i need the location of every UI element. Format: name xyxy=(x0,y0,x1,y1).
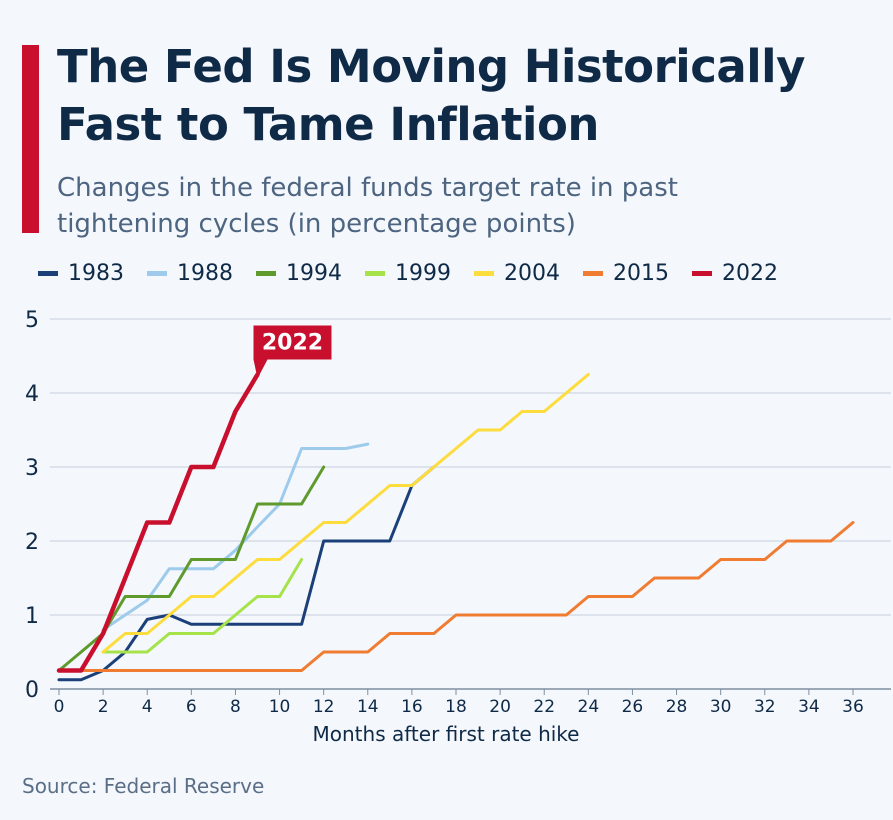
legend-swatch-2004 xyxy=(474,270,494,276)
legend-item-1994: 1994 xyxy=(256,261,342,286)
series-line-1988 xyxy=(101,442,370,632)
y-tick-label-3: 3 xyxy=(25,456,39,481)
x-tick-label-6: 6 xyxy=(186,697,197,717)
series-line-2004 xyxy=(101,373,590,654)
legend-label-1988: 1988 xyxy=(177,260,233,286)
source-note: Source: Federal Reserve xyxy=(22,774,265,798)
legend-item-1983: 1983 xyxy=(38,261,124,286)
y-tick-label-1: 1 xyxy=(25,604,39,629)
legend-item-2004: 2004 xyxy=(474,261,560,286)
x-tick-label-0: 0 xyxy=(54,697,65,717)
x-tick-label-34: 34 xyxy=(798,697,820,717)
legend-item-1999: 1999 xyxy=(365,261,451,286)
x-tick-label-8: 8 xyxy=(230,697,241,717)
title-accent-bar xyxy=(22,45,39,233)
series-line-2015 xyxy=(57,521,855,672)
series-annotation-2022: 2022 xyxy=(253,325,332,379)
series-line-2022 xyxy=(56,372,260,673)
y-tick-label-0: 0 xyxy=(25,678,39,703)
x-tick-label-36: 36 xyxy=(842,697,864,717)
chart-subtitle: Changes in the federal funds target rate… xyxy=(57,173,678,239)
x-tick-label-28: 28 xyxy=(666,697,688,717)
legend-label-1994: 1994 xyxy=(286,260,342,286)
legend-item-2022: 2022 xyxy=(692,261,778,286)
x-tick-label-32: 32 xyxy=(754,697,776,717)
legend-swatch-1999 xyxy=(365,270,385,276)
x-tick-label-12: 12 xyxy=(313,697,335,717)
legend-swatch-1994 xyxy=(256,270,276,276)
legend-item-1988: 1988 xyxy=(147,261,233,286)
legend-label-1983: 1983 xyxy=(68,260,124,286)
x-tick-label-24: 24 xyxy=(578,697,600,717)
legend-item-2015: 2015 xyxy=(583,261,669,286)
legend-label-2015: 2015 xyxy=(613,260,669,286)
series-line-1983 xyxy=(57,465,436,682)
x-axis-label: Months after first rate hike xyxy=(313,722,580,746)
x-tick-label-10: 10 xyxy=(269,697,291,717)
chart-title: The Fed Is Moving Historically Fast to T… xyxy=(57,40,805,151)
x-tick-label-30: 30 xyxy=(710,697,732,717)
x-tick-label-16: 16 xyxy=(401,697,423,717)
legend-label-2022: 2022 xyxy=(722,260,778,286)
legend-swatch-2022 xyxy=(692,270,712,276)
x-tick-label-4: 4 xyxy=(142,697,153,717)
chart-legend: 1983 1988 1994 1999 2004 2015 2022 xyxy=(38,258,801,288)
annotation-callout-box xyxy=(253,325,332,379)
legend-swatch-1983 xyxy=(38,270,58,276)
annotation-label: 2022 xyxy=(262,331,323,356)
x-tick-label-2: 2 xyxy=(98,697,109,717)
x-tick-label-26: 26 xyxy=(622,697,644,717)
legend-swatch-1988 xyxy=(147,270,167,276)
y-tick-label-2: 2 xyxy=(25,530,39,555)
legend-label-1999: 1999 xyxy=(395,260,451,286)
legend-label-2004: 2004 xyxy=(504,260,560,286)
x-tick-label-22: 22 xyxy=(533,697,555,717)
y-tick-label-4: 4 xyxy=(25,382,39,407)
x-tick-label-14: 14 xyxy=(357,697,379,717)
series-line-1999 xyxy=(101,558,304,654)
legend-swatch-2015 xyxy=(583,270,603,276)
y-tick-label-5: 5 xyxy=(25,308,39,333)
x-tick-label-20: 20 xyxy=(489,697,511,717)
x-tick-label-18: 18 xyxy=(445,697,467,717)
